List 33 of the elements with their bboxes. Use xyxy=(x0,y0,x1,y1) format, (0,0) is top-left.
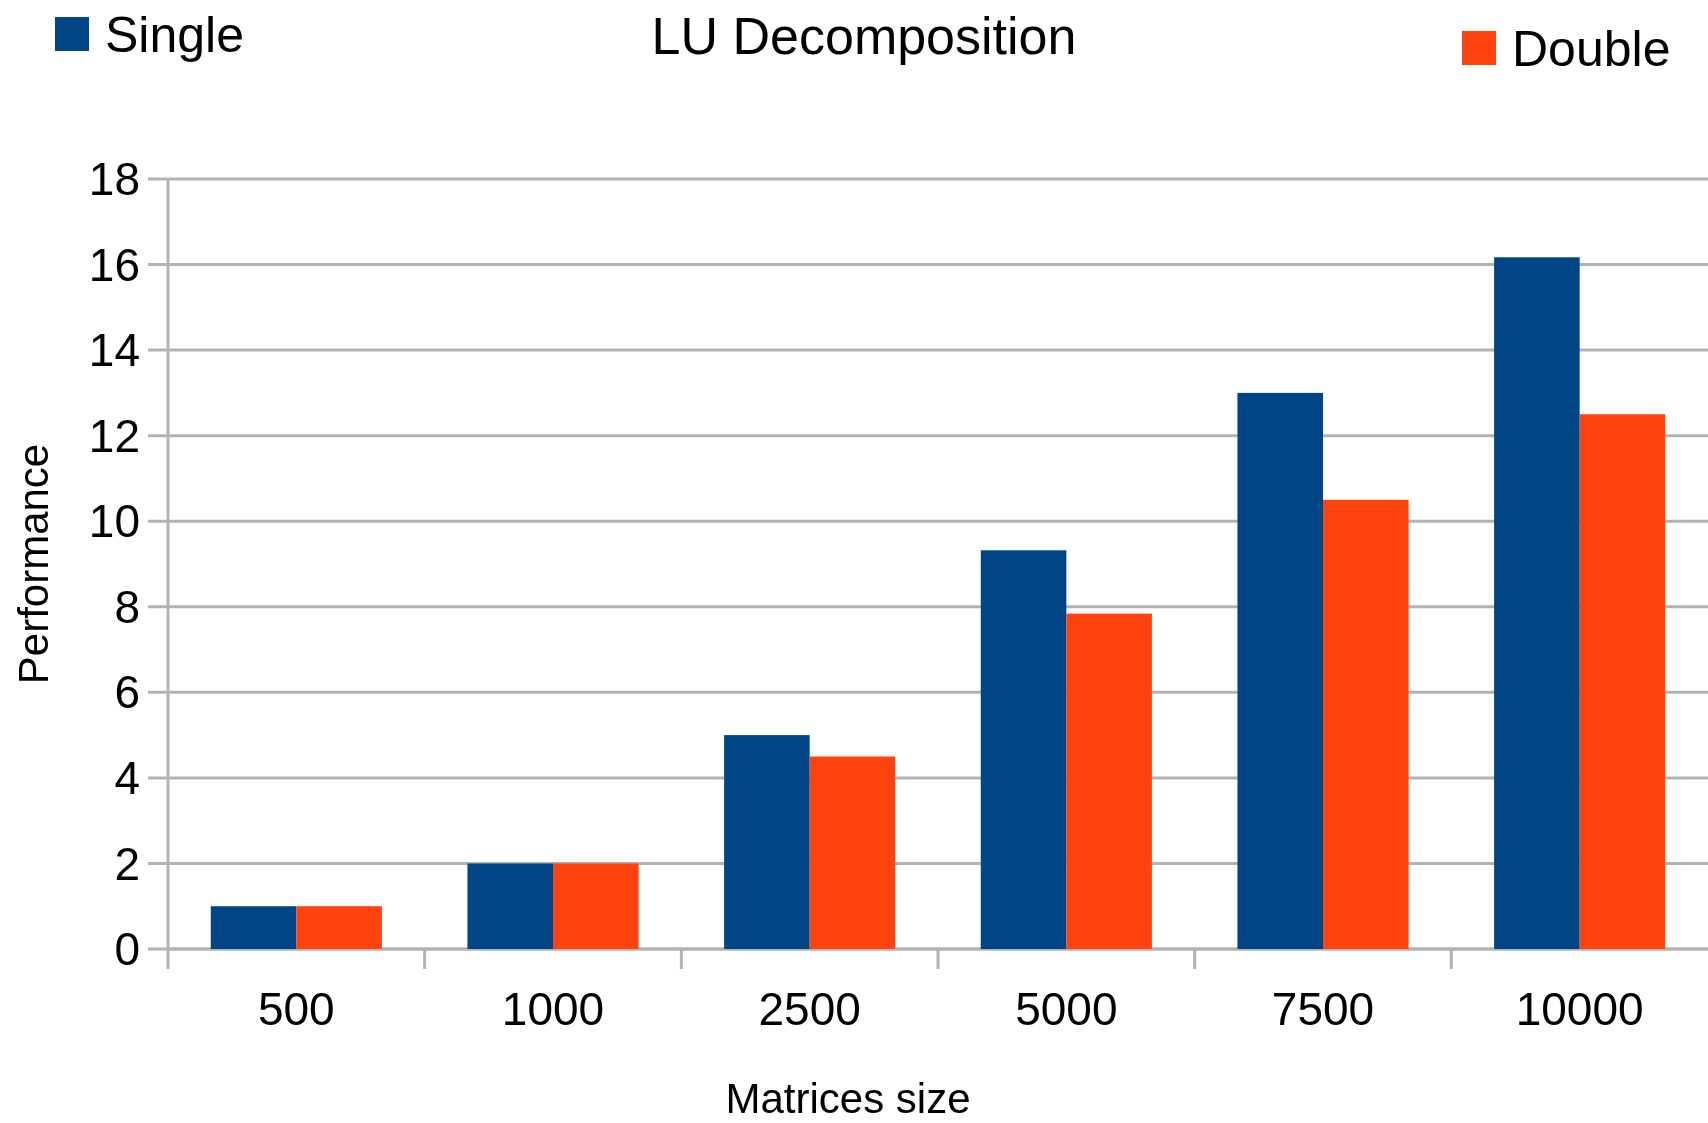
y-tick-label: 16 xyxy=(88,238,140,291)
bar xyxy=(1494,257,1580,949)
y-tick-label: 4 xyxy=(114,751,140,804)
y-tick-label: 10 xyxy=(88,495,140,548)
x-tick-label: 10000 xyxy=(1515,983,1644,1035)
x-tick-label: 1000 xyxy=(501,983,605,1035)
legend-label: Single xyxy=(105,6,244,63)
bar xyxy=(1323,499,1409,949)
bar xyxy=(809,756,896,949)
bar xyxy=(980,550,1067,949)
y-tick-label: 8 xyxy=(114,580,140,633)
y-tick-label: 0 xyxy=(114,923,140,976)
bar xyxy=(724,735,810,949)
y-tick-label: 12 xyxy=(88,409,140,462)
bar xyxy=(467,863,553,949)
legend-label: Double xyxy=(1512,20,1671,77)
chart-title: LU Decomposition xyxy=(651,7,1077,65)
y-tick-label: 6 xyxy=(114,666,140,719)
bar xyxy=(210,906,297,949)
bar xyxy=(1066,613,1152,949)
bar xyxy=(1579,414,1666,949)
x-tick-label: 5000 xyxy=(1015,983,1118,1035)
x-tick-label: 2500 xyxy=(758,983,861,1035)
y-axis-title: Performance xyxy=(10,443,57,685)
x-tick-label: 500 xyxy=(257,983,335,1035)
y-tick-label: 2 xyxy=(114,837,140,890)
y-tick-label: 14 xyxy=(88,324,140,377)
x-tick-label: 7500 xyxy=(1271,983,1375,1035)
bar xyxy=(296,906,382,949)
bar xyxy=(1237,392,1323,949)
x-axis-title: Matrices size xyxy=(725,1075,971,1122)
bar xyxy=(553,863,639,949)
y-tick-label: 18 xyxy=(88,153,140,206)
